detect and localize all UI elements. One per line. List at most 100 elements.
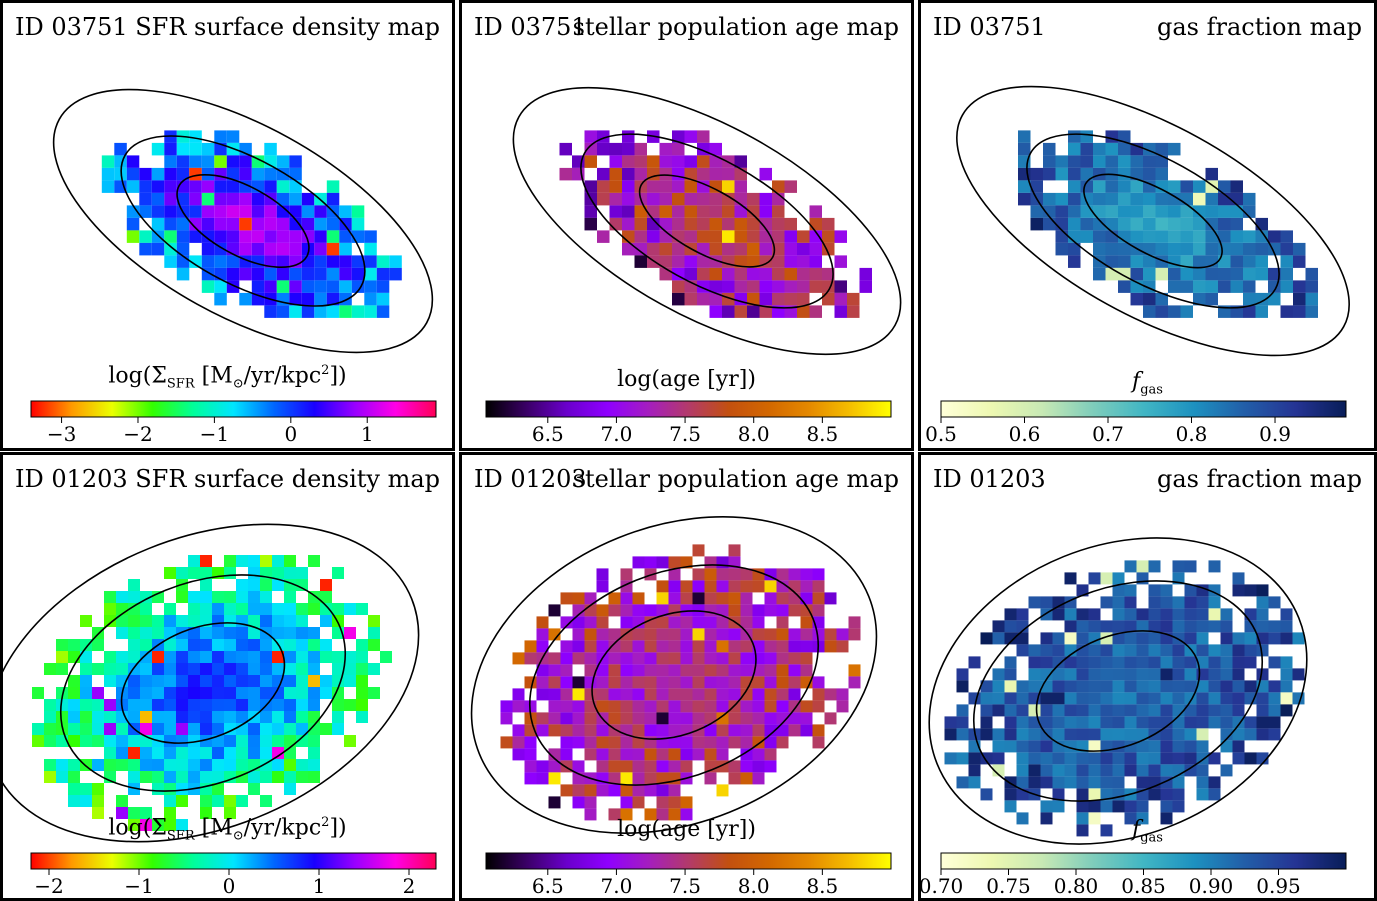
map-pixel bbox=[764, 700, 777, 713]
map-pixel bbox=[1155, 217, 1168, 231]
map-pixel bbox=[709, 205, 722, 218]
map-pixel bbox=[68, 795, 80, 807]
map-pixel bbox=[824, 640, 837, 653]
map-pixel bbox=[659, 205, 672, 218]
map-pixel bbox=[1076, 656, 1089, 669]
map-pixel bbox=[1130, 255, 1143, 268]
map-pixel bbox=[1208, 716, 1221, 729]
map-pixel bbox=[836, 640, 849, 653]
map-pixel bbox=[1148, 716, 1161, 729]
map-pixel bbox=[524, 772, 537, 785]
map-pixel bbox=[668, 604, 681, 617]
map-pixel bbox=[584, 616, 597, 629]
map-pixel bbox=[716, 652, 729, 665]
map-pixel bbox=[1136, 800, 1149, 813]
map-pixel bbox=[1043, 192, 1056, 206]
map-pixel bbox=[1124, 656, 1137, 669]
map-pixel bbox=[1136, 608, 1149, 621]
map-pixel bbox=[740, 616, 753, 629]
map-pixel bbox=[284, 663, 296, 675]
map-pixel bbox=[188, 627, 200, 639]
map-pixel bbox=[620, 640, 633, 653]
colorbar-label-part: gas bbox=[1140, 382, 1163, 398]
map-pixel bbox=[709, 242, 722, 256]
map-pixel bbox=[1280, 692, 1293, 705]
map-pixel bbox=[1180, 255, 1193, 268]
map-pixel bbox=[200, 627, 212, 639]
map-pixel bbox=[788, 688, 801, 701]
map-pixel bbox=[740, 724, 753, 737]
map-pixel bbox=[716, 568, 729, 581]
map-pixel bbox=[1076, 776, 1089, 789]
map-pixel bbox=[248, 579, 260, 591]
map-pixel bbox=[512, 700, 525, 713]
map-pixel bbox=[1016, 812, 1029, 825]
map-pixel bbox=[189, 217, 202, 231]
map-pixel bbox=[1196, 608, 1209, 621]
map-pixel bbox=[164, 771, 176, 783]
map-pixel bbox=[151, 217, 165, 231]
map-pixel bbox=[1208, 776, 1221, 789]
map-pixel bbox=[728, 580, 741, 593]
map-pixel bbox=[248, 651, 260, 663]
map-pixel bbox=[728, 592, 741, 605]
map-pixel bbox=[264, 230, 277, 243]
map-pixel bbox=[728, 712, 741, 725]
map-pixel bbox=[848, 616, 861, 629]
map-pixel bbox=[822, 230, 835, 243]
map-pixel bbox=[764, 640, 777, 653]
map-pixel bbox=[1093, 230, 1106, 243]
map-pixel bbox=[1052, 752, 1065, 765]
map-pixel bbox=[140, 651, 152, 663]
map-pixel bbox=[140, 711, 152, 723]
map-pixel bbox=[212, 675, 224, 687]
map-pixel bbox=[251, 205, 265, 218]
map-pixel bbox=[620, 712, 633, 725]
colorbar-tick-label: −2 bbox=[123, 422, 152, 446]
map-pixel bbox=[260, 795, 272, 807]
map-pixel bbox=[812, 568, 825, 581]
map-pixel bbox=[1118, 142, 1131, 156]
map-pixel bbox=[1193, 255, 1206, 268]
map-pixel bbox=[956, 716, 969, 729]
map-pixel bbox=[339, 305, 352, 318]
map-pixel bbox=[164, 819, 176, 831]
colorbar-tick-label: 0.75 bbox=[986, 874, 1031, 898]
map-pixel bbox=[320, 651, 332, 663]
map-pixel bbox=[296, 735, 308, 747]
map-pixel bbox=[224, 615, 236, 627]
map-pixel bbox=[668, 688, 681, 701]
map-pixel bbox=[620, 772, 633, 785]
map-pixel bbox=[1028, 704, 1041, 717]
map-pixel bbox=[140, 747, 152, 759]
map-pixel bbox=[92, 687, 104, 699]
map-pixel bbox=[276, 217, 290, 231]
map-pixel bbox=[226, 255, 240, 268]
map-pixel bbox=[226, 267, 240, 281]
map-pixel bbox=[800, 640, 813, 653]
map-pixel bbox=[572, 676, 585, 689]
map-pixel bbox=[236, 711, 248, 723]
map-pixel bbox=[1172, 800, 1185, 813]
map-pixel bbox=[1155, 292, 1168, 306]
map-pixel bbox=[716, 640, 729, 653]
map-pixel bbox=[644, 664, 657, 677]
map-pixel bbox=[116, 591, 128, 603]
colorbar-tick-label: 0.9 bbox=[1259, 422, 1291, 446]
map-pixel bbox=[584, 676, 597, 689]
map-pixel bbox=[704, 616, 717, 629]
map-pixel bbox=[634, 230, 647, 243]
map-pixel bbox=[1088, 776, 1101, 789]
map-pixel bbox=[644, 784, 657, 797]
map-pixel bbox=[236, 591, 248, 603]
map-pixel bbox=[1143, 292, 1156, 306]
map-pixel bbox=[1093, 242, 1106, 256]
map-pixel bbox=[1076, 764, 1089, 777]
map-pixel bbox=[824, 688, 837, 701]
map-pixel bbox=[1232, 704, 1245, 717]
map-pixel bbox=[722, 242, 735, 256]
map-pixel bbox=[1028, 752, 1041, 765]
map-pixel bbox=[164, 167, 177, 181]
map-pixel bbox=[560, 592, 573, 605]
map-pixel bbox=[1112, 740, 1125, 753]
